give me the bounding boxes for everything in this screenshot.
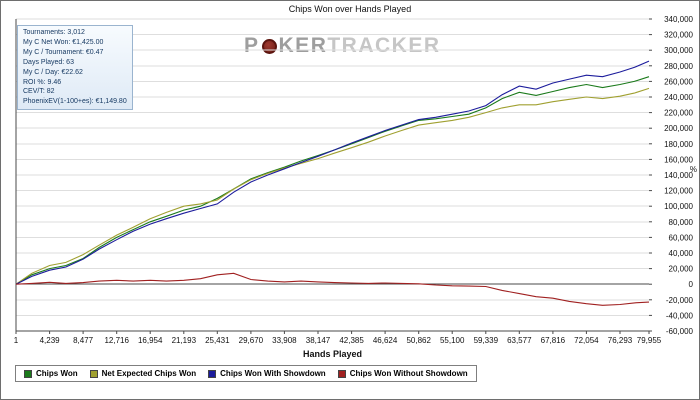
stat-line: My C / Day: €22.62 xyxy=(23,68,83,76)
y-tick-label: -40,000 xyxy=(666,311,694,320)
y-tick-label: 340,000 xyxy=(664,15,693,24)
x-tick-label: 63,577 xyxy=(507,336,532,345)
pokertracker-watermark: P KER TRACKER xyxy=(244,34,441,58)
x-tick-label: 4,239 xyxy=(40,336,61,345)
y-tick-label: 220,000 xyxy=(664,109,693,118)
x-tick-label: 42,385 xyxy=(339,336,364,345)
y-tick-label: 140,000 xyxy=(664,171,693,180)
stat-line: Days Played: 63 xyxy=(23,58,74,66)
legend-swatch xyxy=(89,369,98,378)
y-tick-label: 300,000 xyxy=(664,46,693,55)
y-tick-label: 100,000 xyxy=(664,202,693,211)
x-tick-label: 16,954 xyxy=(138,336,163,345)
y-tick-label: 60,000 xyxy=(669,233,694,242)
stats-panel: Tournaments: 3,012 My C Net Won: €1,425.… xyxy=(17,25,133,111)
legend: Chips Won Net Expected Chips Won Chips Won… xyxy=(15,365,477,382)
legend-label: Chips Won xyxy=(36,369,78,378)
y-tick-label: 180,000 xyxy=(664,140,693,149)
x-tick-label: 33,908 xyxy=(272,336,297,345)
y-tick-label: 80,000 xyxy=(669,218,694,227)
x-tick-label: 79,955 xyxy=(637,336,662,345)
y-tick-label: 280,000 xyxy=(664,62,693,71)
y-tick-label: 40,000 xyxy=(669,249,694,258)
x-tick-label: 21,193 xyxy=(172,336,197,345)
watermark-text-tracker: TRACKER xyxy=(327,34,441,57)
x-tick-label: 55,100 xyxy=(440,336,465,345)
x-tick-label: 72,054 xyxy=(574,336,599,345)
y-tick-label: 240,000 xyxy=(664,93,693,102)
x-axis-title: Hands Played xyxy=(302,349,363,359)
series-line-chips-won-without-showdown xyxy=(15,272,650,306)
legend-swatch xyxy=(24,369,32,378)
stat-line: ROI %: 9.46 xyxy=(23,78,62,86)
legend-item: Net Expected Chips Won xyxy=(89,369,197,378)
x-tick-label: 46,624 xyxy=(373,336,398,345)
x-tick-label: 8,477 xyxy=(73,336,94,345)
y-tick-label: -20,000 xyxy=(666,296,694,305)
stat-line: My C / Tournament: €0.47 xyxy=(23,48,104,56)
x-tick-label: 50,862 xyxy=(406,336,431,345)
x-tick-label: 67,816 xyxy=(541,336,566,345)
stat-line: CEV/T: 82 xyxy=(23,88,55,96)
legend-label: Chips Won With Showdown xyxy=(220,369,326,378)
legend-label: Chips Won Without Showdown xyxy=(349,369,468,378)
legend-label: Net Expected Chips Won xyxy=(101,369,197,378)
legend-item: Chips Won xyxy=(24,369,78,378)
y-tick-label: 120,000 xyxy=(664,187,693,196)
x-tick-label: 38,147 xyxy=(306,336,331,345)
y-tick-label: -60,000 xyxy=(666,327,694,336)
legend-swatch xyxy=(337,369,346,378)
legend-swatch xyxy=(208,369,217,378)
x-tick-label: 25,431 xyxy=(205,336,230,345)
right-axis-unit: % xyxy=(689,165,697,174)
series-line-chips-won-with-showdown xyxy=(15,60,650,285)
x-tick-label: 59,339 xyxy=(474,336,499,345)
x-tick-label: 1 xyxy=(14,336,19,345)
x-tick-label: 29,670 xyxy=(239,336,264,345)
stat-line: PhoenixEV(1-100+es): €1,149.80 xyxy=(23,98,127,106)
x-tick-label: 76,293 xyxy=(608,336,633,345)
y-tick-label: 0 xyxy=(689,280,694,289)
legend-item: Chips Won Without Showdown xyxy=(337,369,468,378)
y-tick-label: 320,000 xyxy=(664,31,693,40)
y-tick-label: 20,000 xyxy=(669,265,694,274)
watermark-text-ker: KER xyxy=(278,34,328,57)
series-line-net-expected-chips-won xyxy=(15,87,650,285)
y-tick-label: 260,000 xyxy=(664,77,693,86)
x-tick-label: 12,716 xyxy=(104,336,129,345)
y-tick-label: 200,000 xyxy=(664,124,693,133)
stat-line: My C Net Won: €1,425.00 xyxy=(23,38,104,46)
y-tick-label: 160,000 xyxy=(664,155,693,164)
chart-title: Chips Won over Hands Played xyxy=(288,4,412,14)
stat-line: Tournaments: 3,012 xyxy=(23,29,85,36)
legend-item: Chips Won With Showdown xyxy=(208,369,326,378)
watermark-text-p: P xyxy=(244,34,260,57)
